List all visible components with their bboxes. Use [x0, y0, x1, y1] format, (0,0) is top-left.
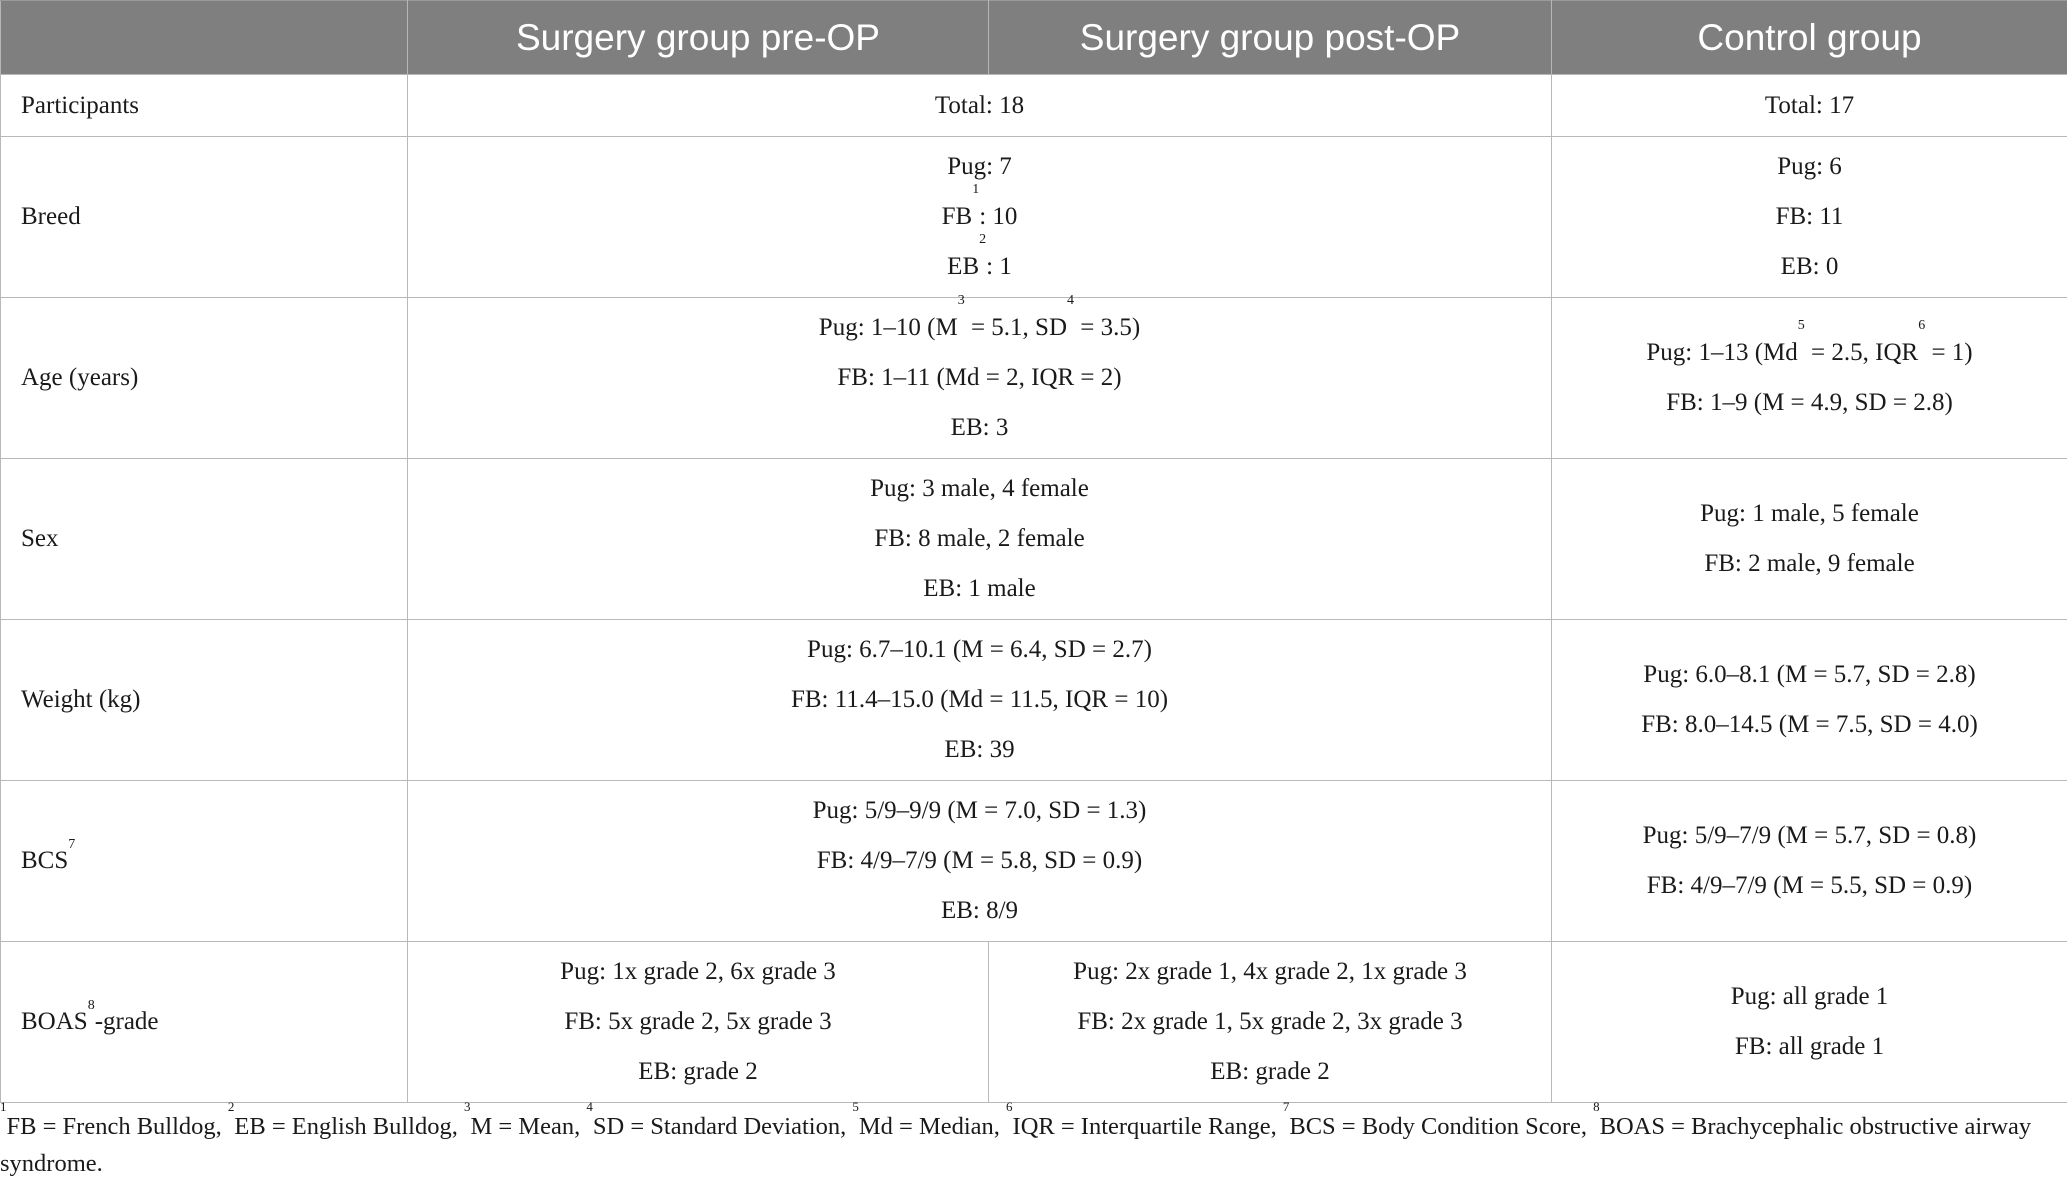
- header-surgery-post-op: Surgery group post-OP: [988, 0, 1552, 75]
- line: Pug: 6.0–8.1 (M = 5.7, SD = 2.8): [1643, 661, 1976, 688]
- line: FB: 1–11 (Md = 2, IQR = 2): [837, 364, 1122, 391]
- line: FB: 8 male, 2 female: [874, 525, 1085, 552]
- line: Pug: 5/9–7/9 (M = 5.7, SD = 0.8): [1642, 822, 1977, 849]
- surgery-cell: Pug: 7 FB1: 10 EB2: 1: [407, 136, 1552, 298]
- line: FB: 8.0–14.5 (M = 7.5, SD = 4.0): [1641, 711, 1978, 738]
- line: Pug: 1–10 (M3 = 5.1, SD4 = 3.5): [818, 293, 1141, 342]
- demographics-table: Surgery group pre-OP Surgery group post-…: [0, 0, 2067, 1103]
- line: Pug: 2x grade 1, 4x grade 2, 1x grade 3: [1073, 958, 1467, 985]
- line: EB: grade 2: [638, 1058, 758, 1085]
- line: FB1: 10: [941, 182, 1018, 231]
- line: Pug: 1–13 (Md5 = 2.5, IQR6 = 1): [1646, 318, 1973, 367]
- line: FB: 5x grade 2, 5x grade 3: [564, 1008, 832, 1035]
- row-participants: Participants Total: 18 Total: 17: [0, 74, 2067, 137]
- row-label: Sex: [0, 458, 408, 620]
- line: Pug: 6.7–10.1 (M = 6.4, SD = 2.7): [807, 636, 1152, 663]
- table-footnote: 1FB = French Bulldog, 2EB = English Bull…: [0, 1099, 2032, 1177]
- line: Pug: 6: [1777, 153, 1842, 180]
- line: FB: 11: [1775, 203, 1844, 230]
- control-cell: Pug: all grade 1 FB: all grade 1: [1551, 941, 2067, 1103]
- row-bcs: BCS7 Pug: 5/9–9/9 (M = 7.0, SD = 1.3) FB…: [0, 780, 2067, 942]
- footnote-mark: 6: [1918, 318, 1926, 333]
- surgery-cell: Pug: 3 male, 4 female FB: 8 male, 2 fema…: [407, 458, 1552, 620]
- line: Pug: 1x grade 2, 6x grade 3: [560, 958, 836, 985]
- footnote-mark: 3: [957, 293, 965, 308]
- row-breed: Breed Pug: 7 FB1: 10 EB2: 1 Pug: 6 FB: 1…: [0, 136, 2067, 298]
- line: FB: 1–9 (M = 4.9, SD = 2.8): [1666, 389, 1953, 416]
- header-row: Surgery group pre-OP Surgery group post-…: [0, 0, 2067, 75]
- control-cell: Pug: 6.0–8.1 (M = 5.7, SD = 2.8) FB: 8.0…: [1551, 619, 2067, 781]
- surgery-cell: Pug: 5/9–9/9 (M = 7.0, SD = 1.3) FB: 4/9…: [407, 780, 1552, 942]
- surgery-cell: Total: 18: [407, 74, 1552, 137]
- footnote-mark: 5: [1797, 318, 1805, 333]
- line: Pug: all grade 1: [1730, 983, 1889, 1010]
- control-cell: Pug: 1–13 (Md5 = 2.5, IQR6 = 1) FB: 1–9 …: [1551, 297, 2067, 459]
- line: Pug: 1 male, 5 female: [1700, 500, 1919, 527]
- post-op-cell: Pug: 2x grade 1, 4x grade 2, 1x grade 3 …: [988, 941, 1552, 1103]
- control-cell: Total: 17: [1551, 74, 2067, 137]
- pre-op-cell: Pug: 1x grade 2, 6x grade 3 FB: 5x grade…: [407, 941, 989, 1103]
- line: Pug: 3 male, 4 female: [870, 475, 1089, 502]
- row-label: Breed: [0, 136, 408, 298]
- header-surgery-pre-op: Surgery group pre-OP: [407, 0, 989, 75]
- control-cell: Pug: 6 FB: 11 EB: 0: [1551, 136, 2067, 298]
- line: FB: 4/9–7/9 (M = 5.5, SD = 0.9): [1646, 872, 1973, 899]
- line: Pug: 7: [947, 153, 1012, 180]
- header-empty: [0, 0, 408, 75]
- footnote-mark: 4: [1067, 293, 1075, 308]
- row-label: Participants: [0, 74, 408, 137]
- line: FB: 4/9–7/9 (M = 5.8, SD = 0.9): [816, 847, 1143, 874]
- line: EB: 8/9: [940, 897, 1019, 924]
- row-boas-grade: BOAS8-grade Pug: 1x grade 2, 6x grade 3 …: [0, 941, 2067, 1103]
- line: EB: 1 male: [923, 575, 1036, 602]
- line: EB: grade 2: [1210, 1058, 1330, 1085]
- line: EB: 39: [944, 736, 1015, 763]
- header-control-group: Control group: [1551, 0, 2067, 75]
- footnote-mark: 2: [979, 232, 987, 247]
- line: FB: all grade 1: [1734, 1033, 1885, 1060]
- footnote-mark: 1: [972, 182, 980, 197]
- line: FB: 2 male, 9 female: [1704, 550, 1915, 577]
- control-cell: Pug: 1 male, 5 female FB: 2 male, 9 fema…: [1551, 458, 2067, 620]
- line: EB2: 1: [947, 232, 1012, 281]
- row-label: BOAS8-grade: [0, 941, 408, 1103]
- line: EB: 3: [950, 414, 1009, 441]
- surgery-cell: Pug: 1–10 (M3 = 5.1, SD4 = 3.5) FB: 1–11…: [407, 293, 1552, 459]
- line: EB: 0: [1780, 253, 1839, 280]
- row-label: BCS7: [0, 780, 408, 942]
- row-sex: Sex Pug: 3 male, 4 female FB: 8 male, 2 …: [0, 458, 2067, 620]
- control-cell: Pug: 5/9–7/9 (M = 5.7, SD = 0.8) FB: 4/9…: [1551, 780, 2067, 942]
- row-label: Weight (kg): [0, 619, 408, 781]
- row-weight: Weight (kg) Pug: 6.7–10.1 (M = 6.4, SD =…: [0, 619, 2067, 781]
- row-label: Age (years): [0, 297, 408, 459]
- line: FB: 2x grade 1, 5x grade 2, 3x grade 3: [1077, 1008, 1463, 1035]
- line: Pug: 5/9–9/9 (M = 7.0, SD = 1.3): [812, 797, 1147, 824]
- surgery-cell: Pug: 6.7–10.1 (M = 6.4, SD = 2.7) FB: 11…: [407, 619, 1552, 781]
- line: FB: 11.4–15.0 (Md = 11.5, IQR = 10): [790, 686, 1169, 713]
- row-age: Age (years) Pug: 1–10 (M3 = 5.1, SD4 = 3…: [0, 293, 2067, 459]
- footnote-mark: 8: [87, 998, 95, 1013]
- footnote-mark: 7: [68, 837, 76, 852]
